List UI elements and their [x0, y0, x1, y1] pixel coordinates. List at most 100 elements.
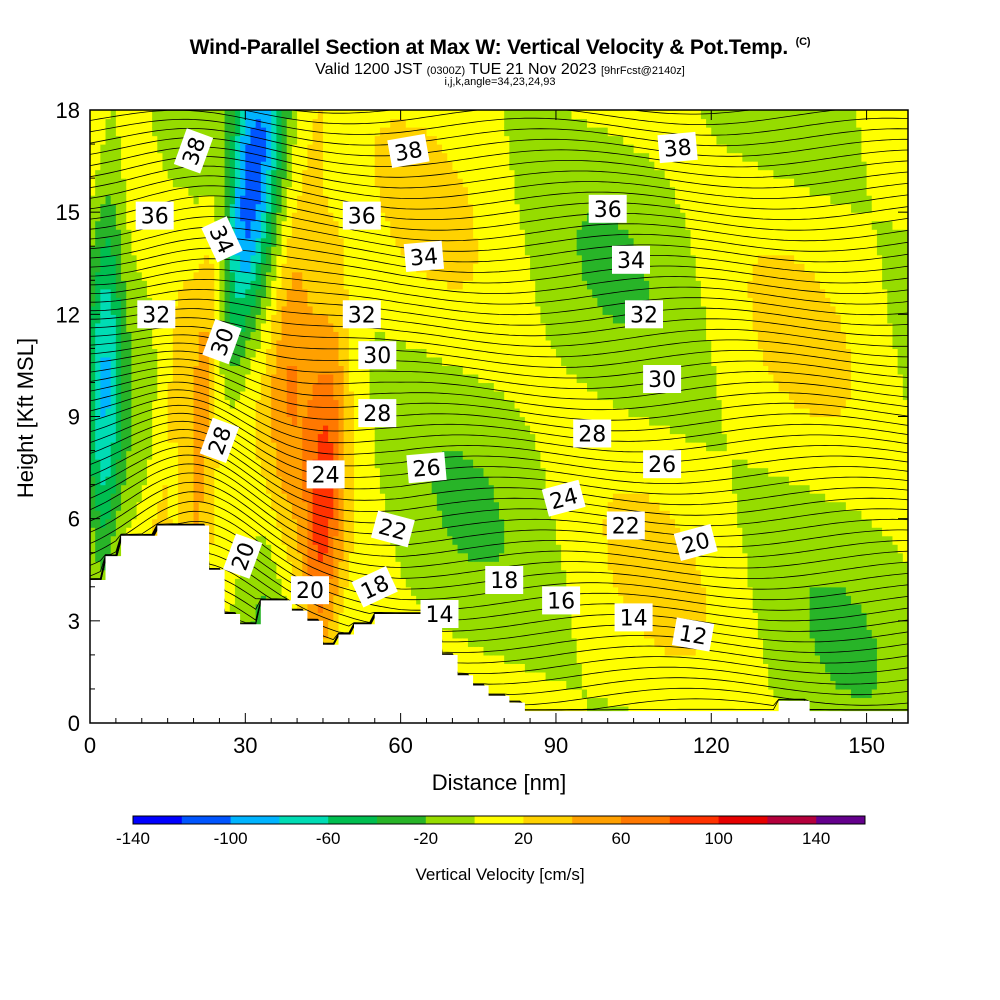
velocity-cell — [90, 169, 96, 179]
velocity-cell — [442, 178, 448, 188]
velocity-cell — [188, 322, 195, 332]
velocity-cell — [260, 476, 267, 486]
velocity-cell — [193, 493, 200, 503]
velocity-cell — [379, 263, 386, 273]
velocity-cell — [297, 561, 303, 571]
velocity-cell — [245, 459, 252, 469]
velocity-cell — [136, 178, 143, 188]
velocity-cell — [354, 186, 360, 196]
velocity-cell — [167, 280, 174, 290]
velocity-cell — [405, 544, 412, 554]
velocity-cell — [131, 407, 138, 418]
velocity-cell — [297, 476, 303, 486]
velocity-cell — [178, 356, 184, 367]
velocity-cell — [374, 442, 381, 452]
velocity-cell — [250, 161, 257, 171]
velocity-cell — [162, 118, 169, 128]
velocity-cell — [286, 314, 293, 324]
velocity-cell — [146, 186, 153, 196]
velocity-cell — [400, 569, 407, 579]
velocity-cell — [121, 144, 127, 154]
velocity-cell — [214, 535, 221, 545]
velocity-cell — [167, 237, 174, 247]
velocity-cell — [447, 629, 454, 639]
velocity-cell — [369, 433, 376, 443]
velocity-cell — [229, 399, 236, 409]
velocity-cell — [405, 561, 412, 571]
velocity-cell — [95, 569, 101, 579]
velocity-cell — [255, 493, 262, 503]
velocity-cell — [198, 314, 205, 324]
valid-date: TUE 21 Nov 2023 — [469, 61, 597, 78]
velocity-cell — [110, 373, 117, 384]
velocity-cell — [188, 212, 195, 222]
velocity-cell — [354, 561, 360, 571]
velocity-cell — [297, 518, 303, 528]
velocity-cell — [281, 314, 288, 324]
velocity-cell — [302, 297, 309, 307]
velocity-cell — [255, 271, 262, 281]
velocity-cell — [400, 467, 407, 477]
velocity-cell — [276, 501, 283, 511]
velocity-cell — [374, 501, 381, 511]
velocity-cell — [105, 407, 112, 418]
velocity-cell — [95, 356, 101, 367]
velocity-cell — [157, 416, 164, 426]
velocity-cell — [95, 518, 101, 528]
velocity-cell — [214, 127, 221, 137]
velocity-cell — [374, 152, 381, 162]
velocity-cell — [317, 254, 324, 264]
velocity-cell — [240, 595, 246, 605]
velocity-cell — [172, 118, 179, 128]
velocity-cell — [421, 484, 428, 494]
velocity-cell — [322, 220, 329, 230]
velocity-cell — [214, 544, 221, 554]
velocity-cell — [100, 280, 107, 290]
velocity-cell — [115, 152, 122, 162]
velocity-cell — [312, 510, 319, 520]
velocity-cell — [250, 569, 257, 579]
velocity-cell — [209, 356, 215, 367]
velocity-cell — [348, 399, 355, 409]
velocity-cell — [302, 246, 309, 256]
velocity-cell — [260, 212, 267, 222]
velocity-cell — [354, 365, 360, 375]
velocity-cell — [291, 433, 298, 443]
velocity-cell — [442, 152, 448, 162]
velocity-cell — [317, 501, 324, 511]
velocity-cell — [374, 135, 381, 145]
velocity-cell — [255, 135, 262, 145]
velocity-cell — [338, 493, 345, 503]
velocity-cell — [447, 637, 454, 647]
velocity-cell — [297, 314, 303, 324]
velocity-cell — [400, 425, 407, 435]
velocity-cell — [110, 186, 117, 196]
velocity-cell — [136, 373, 143, 384]
velocity-cell — [302, 399, 309, 409]
velocity-cell — [436, 365, 443, 375]
velocity-cell — [100, 161, 107, 171]
velocity-cell — [385, 118, 391, 128]
velocity-cell — [374, 178, 381, 188]
velocity-cell — [421, 510, 428, 520]
velocity-cell — [121, 527, 127, 537]
velocity-cell — [198, 493, 205, 503]
velocity-cell — [312, 135, 319, 145]
velocity-cell — [333, 280, 340, 290]
velocity-cell — [219, 263, 226, 273]
velocity-cell — [333, 212, 340, 222]
velocity-cell — [100, 246, 107, 256]
velocity-cell — [178, 331, 184, 341]
velocity-cell — [385, 425, 391, 435]
velocity-cell — [121, 348, 127, 358]
velocity-cell — [302, 212, 309, 222]
velocity-cell — [131, 178, 138, 188]
velocity-cell — [426, 382, 433, 392]
velocity-cell — [240, 527, 246, 537]
velocity-cell — [131, 425, 138, 435]
velocity-cell — [390, 331, 397, 341]
velocity-cell — [183, 246, 189, 256]
velocity-cell — [152, 425, 158, 435]
velocity-cell — [178, 484, 184, 494]
velocity-cell — [203, 416, 210, 426]
